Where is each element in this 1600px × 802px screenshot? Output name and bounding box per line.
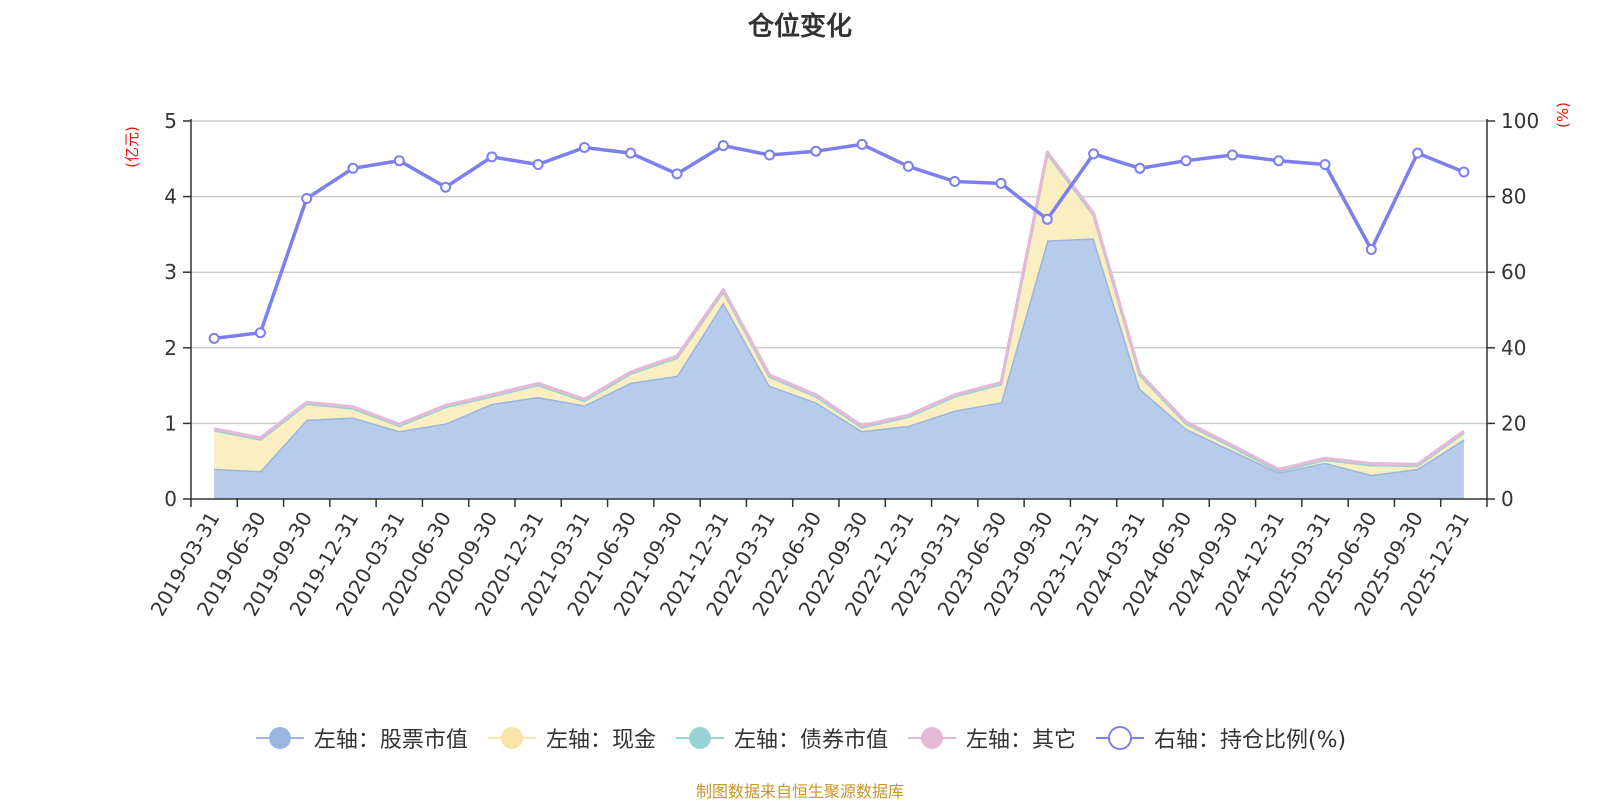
position-ratio-point [254, 327, 266, 339]
position-ratio-point [1134, 162, 1146, 174]
position-ratio-point [810, 145, 822, 157]
legend-label: 左轴：股票市值 [313, 728, 468, 753]
position-ratio-point [532, 159, 544, 170]
area-line-series-3 [213, 150, 1465, 471]
position-ratio-point [949, 176, 961, 187]
legend-circle-icon [487, 727, 536, 749]
area-fill-series-1 [214, 153, 1464, 475]
left-axis-tick-label: 2 [164, 336, 177, 360]
chart-canvas: 012345020406080100(亿元)(%)2019-03-312019-… [123, 102, 1572, 620]
chart-title: 仓位变化 [747, 12, 852, 42]
position-ratio-point [578, 142, 590, 153]
legend-circle-icon [675, 727, 724, 749]
position-ratio-point [1458, 166, 1470, 178]
legend-circle-icon [255, 727, 304, 749]
right-axis-tick-label: 20 [1501, 411, 1526, 435]
right-axis-tick-label: 0 [1501, 487, 1514, 511]
legend-label: 左轴：其它 [965, 728, 1076, 753]
legend-label: 左轴：债券市值 [733, 728, 888, 753]
position-ratio-point [764, 149, 776, 161]
right-axis-unit-label: (%) [1554, 102, 1572, 128]
legend-item-3[interactable]: 左轴：其它 [906, 722, 1076, 754]
position-ratio-point [671, 168, 683, 180]
position-ratio-point [1319, 159, 1331, 170]
position-ratio-point [440, 181, 452, 193]
position-ratio-point [1273, 155, 1285, 167]
position-ratio-point [1412, 147, 1424, 159]
left-axis-tick-label: 1 [164, 411, 177, 435]
position-ratio-point [301, 193, 313, 204]
area-fill-series-0 [214, 238, 1464, 499]
position-ratio-point [1088, 148, 1100, 160]
left-axis-tick-label: 0 [164, 487, 177, 511]
position-ratio-point [717, 140, 729, 152]
left-axis-tick-label: 5 [164, 109, 177, 133]
position-ratio-point [995, 177, 1007, 189]
position-ratio-point [347, 162, 359, 174]
position-ratio-point [208, 332, 220, 344]
legend-circle-icon [907, 727, 956, 749]
right-axis-tick-label: 60 [1501, 260, 1526, 284]
position-ratio-line [213, 142, 1465, 341]
left-axis-unit-label: (亿元) [123, 126, 141, 168]
position-ratio-point [1226, 149, 1238, 161]
data-source-footer: 制图数据来自恒生聚源数据库 [695, 782, 904, 801]
position-ratio-point [902, 160, 914, 172]
legend-item-1[interactable]: 左轴：现金 [486, 722, 656, 754]
position-ratio-point [856, 138, 868, 150]
chart-legend: 左轴：股票市值 左轴：现金 左轴：债券市值 左轴：其它 右轴：持仓比例(%) [0, 722, 1600, 754]
right-axis-tick-label: 40 [1501, 336, 1526, 360]
position-ratio-point [625, 147, 637, 159]
position-ratio-point [393, 155, 405, 167]
position-ratio-point [1365, 244, 1377, 255]
left-axis-tick-label: 3 [164, 260, 177, 284]
legend-item-0[interactable]: 左轴：股票市值 [254, 722, 468, 754]
legend-item-4[interactable]: 右轴：持仓比例(%) [1094, 722, 1346, 754]
position-ratio-point [1180, 155, 1192, 167]
right-axis-tick-label: 100 [1501, 109, 1539, 133]
position-ratio-point [486, 151, 498, 163]
legend-label: 左轴：现金 [545, 728, 656, 753]
legend-hollow-circle-icon [1095, 726, 1144, 750]
right-axis-tick-label: 80 [1501, 185, 1526, 209]
position-ratio-point [1041, 213, 1053, 225]
legend-label: 右轴：持仓比例(%) [1153, 728, 1347, 753]
legend-item-2[interactable]: 左轴：债券市值 [674, 722, 888, 754]
left-axis-tick-label: 4 [164, 185, 177, 209]
